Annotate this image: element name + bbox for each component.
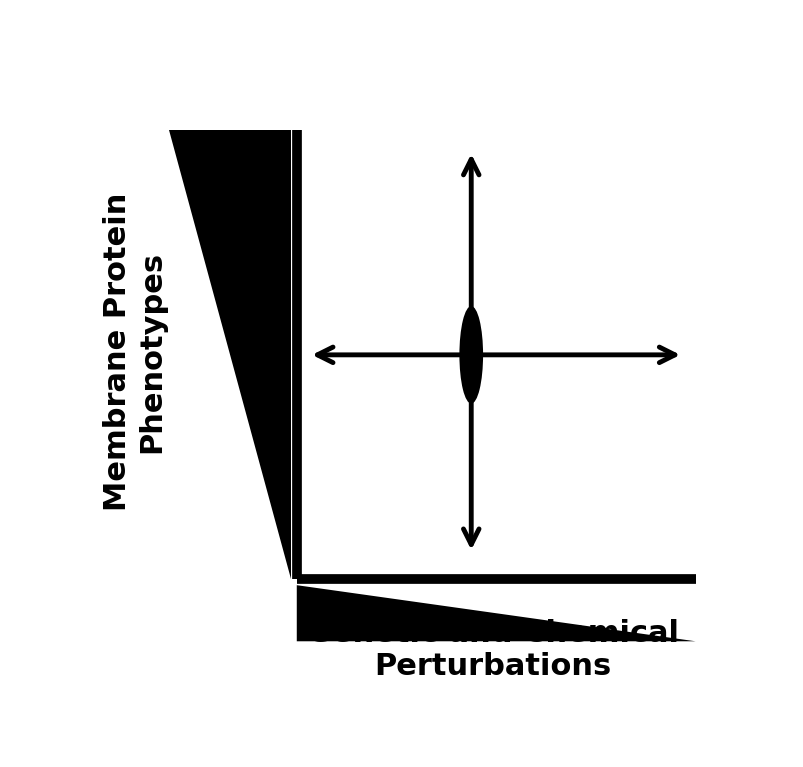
- Text: Genetic and Chemical
Perturbations: Genetic and Chemical Perturbations: [307, 619, 679, 681]
- Polygon shape: [169, 130, 290, 579]
- Ellipse shape: [459, 306, 483, 403]
- Polygon shape: [296, 585, 695, 641]
- Text: Membrane Protein
Phenotypes: Membrane Protein Phenotypes: [104, 193, 166, 511]
